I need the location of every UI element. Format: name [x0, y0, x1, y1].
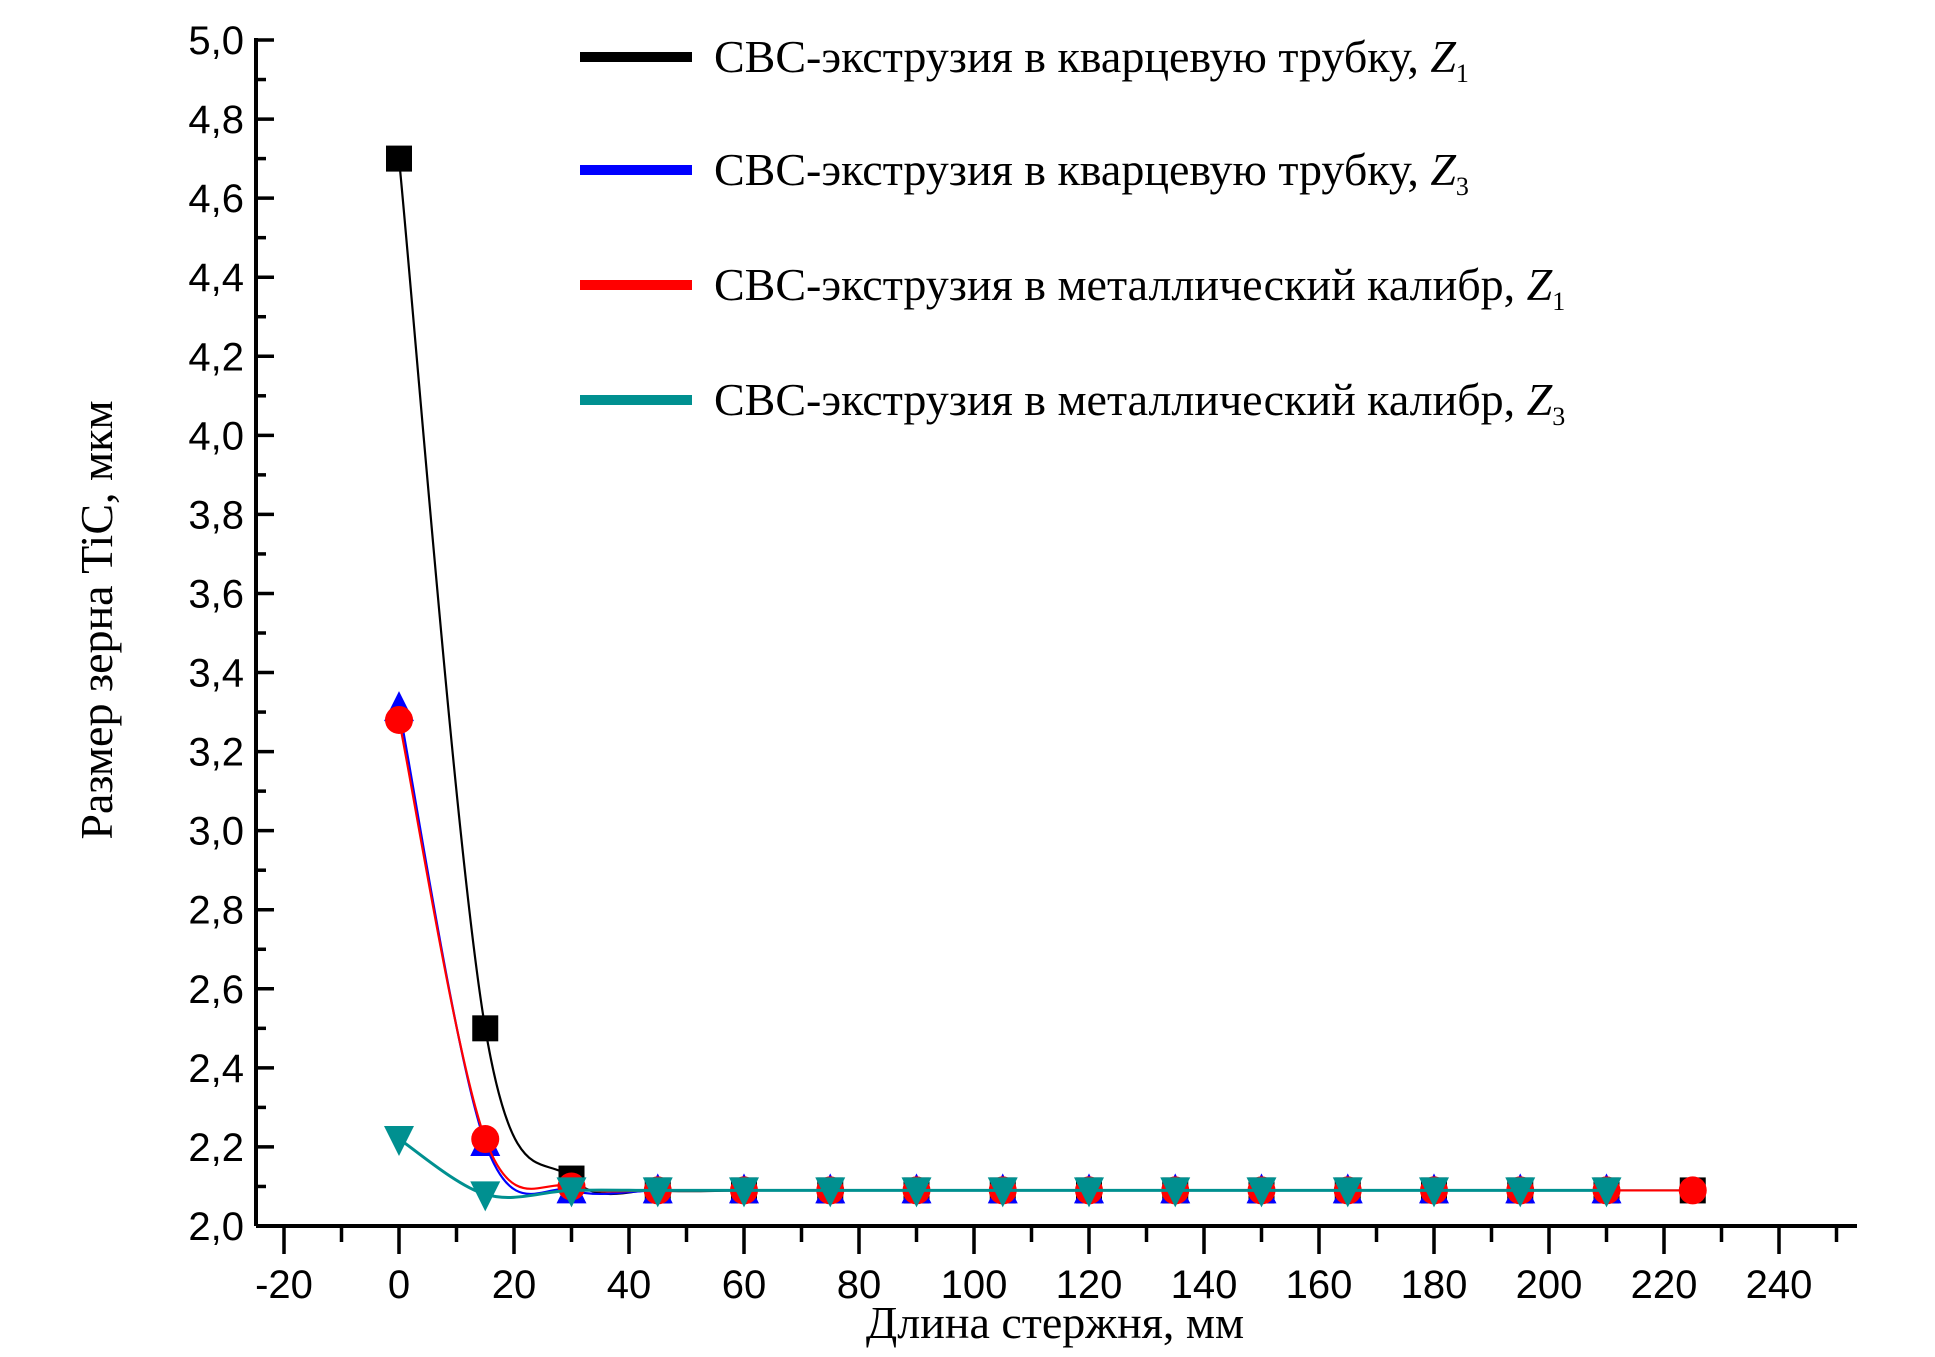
legend-item-4: СВС-экструзия в металлический калибр, Z3 [580, 374, 1565, 431]
triangle-down-marker [1505, 1177, 1536, 1208]
triangle-down-marker [384, 1126, 414, 1157]
legend-item-3: СВС-экструзия в металлический калибр, Z1 [580, 259, 1565, 316]
triangle-down-marker [556, 1177, 587, 1208]
triangle-down-marker [815, 1177, 846, 1208]
triangle-down-marker [1419, 1177, 1449, 1208]
x-tick-label: 180 [1401, 1263, 1468, 1307]
legend-label-index: 1 [1456, 59, 1469, 88]
x-tick-label: 240 [1746, 1263, 1813, 1307]
legend: СВС-экструзия в кварцевую трубку, Z1СВС-… [580, 31, 1565, 431]
legend-label-text: СВС-экструзия в металлический калибр, [714, 374, 1527, 425]
x-axis-title: Длина стержня, мм [866, 1297, 1244, 1348]
square-marker [386, 145, 412, 172]
y-tick-label: 2,0 [188, 1205, 244, 1249]
x-tick-label: 200 [1516, 1263, 1583, 1307]
triangle-down-marker [1591, 1177, 1622, 1208]
legend-label-var: Z [1527, 374, 1553, 425]
triangle-down-marker [901, 1177, 932, 1208]
triangle-down-marker [1074, 1177, 1104, 1208]
x-tick-label: 80 [837, 1263, 882, 1307]
legend-label: СВС-экструзия в кварцевую трубку, Z1 [714, 31, 1469, 88]
x-tick-label: 120 [1056, 1263, 1123, 1307]
legend-label-text: СВС-экструзия в кварцевую трубку, [714, 144, 1430, 195]
x-tick-label: 100 [941, 1263, 1008, 1307]
y-tick-label: 4,6 [188, 177, 244, 221]
triangle-down-marker [1246, 1177, 1277, 1208]
y-tick-label: 2,4 [188, 1047, 244, 1091]
triangle-down-marker [1160, 1177, 1191, 1208]
y-axis-title: Размер зерна TiC, мкм [71, 400, 122, 839]
y-tick-label: 4,4 [188, 256, 244, 300]
legend-label-text: СВС-экструзия в кварцевую трубку, [714, 31, 1430, 82]
legend-label-var: Z [1430, 31, 1456, 82]
y-tick-label: 3,8 [188, 493, 244, 537]
y-tick-label: 3,4 [188, 652, 244, 696]
x-tick-label: 60 [722, 1263, 767, 1307]
triangle-down-marker [642, 1177, 673, 1208]
series-line [397, 707, 1607, 1196]
triangle-down-marker [987, 1177, 1018, 1208]
y-tick-label: 3,0 [188, 810, 244, 854]
y-tick-label: 4,0 [188, 414, 244, 458]
triangle-down-marker [1332, 1177, 1363, 1208]
circle-marker [385, 705, 413, 734]
series-layer [384, 145, 1707, 1212]
y-tick-label: 2,2 [188, 1126, 244, 1170]
triangle-down-marker [729, 1177, 759, 1208]
series-3 [385, 705, 1707, 1205]
series-2 [384, 691, 1622, 1204]
y-tick-label: 4,2 [188, 335, 244, 379]
y-tick-label: 4,8 [188, 98, 244, 142]
x-tick-label: 160 [1286, 1263, 1353, 1307]
circle-marker [1678, 1176, 1707, 1205]
series-4 [384, 1126, 1622, 1212]
x-tick-label: 0 [388, 1263, 410, 1307]
legend-label-index: 3 [1552, 402, 1565, 431]
axes: 2,0 2,2 2,4 2,6 2,8 3,0 3,2 3,4 3,6 3,8 4,0 4,2 4,4 4… [188, 19, 1857, 1307]
y-tick-label: 2,6 [188, 968, 244, 1012]
legend-label: СВС-экструзия в металлический калибр, Z3 [714, 374, 1565, 431]
y-tick-label: 3,2 [188, 731, 244, 775]
y-tick-label: 3,6 [188, 572, 244, 616]
legend-label-index: 3 [1456, 172, 1469, 201]
legend-item-2: СВС-экструзия в кварцевую трубку, Z3 [580, 144, 1469, 201]
x-tick-label: 220 [1631, 1263, 1698, 1307]
x-tick-label: 20 [492, 1263, 537, 1307]
y-tick-label: 5,0 [188, 19, 244, 63]
legend-label-text: СВС-экструзия в металлический калибр, [714, 259, 1527, 310]
legend-label: СВС-экструзия в металлический калибр, Z1 [714, 259, 1565, 316]
legend-label-index: 1 [1552, 287, 1565, 316]
x-tick-label: -20 [255, 1263, 313, 1307]
y-tick-label: 2,8 [188, 889, 244, 933]
circle-marker [471, 1125, 500, 1154]
legend-label-var: Z [1430, 144, 1456, 195]
x-tick-label: 40 [607, 1263, 652, 1307]
x-tick-label: 140 [1171, 1263, 1238, 1307]
series-line [397, 158, 1693, 1196]
legend-label: СВС-экструзия в кварцевую трубку, Z3 [714, 144, 1469, 201]
triangle-down-marker [470, 1181, 501, 1212]
legend-label-var: Z [1527, 259, 1553, 310]
square-marker [472, 1015, 499, 1042]
series-line [397, 719, 1693, 1193]
legend-item-1: СВС-экструзия в кварцевую трубку, Z1 [580, 31, 1469, 88]
